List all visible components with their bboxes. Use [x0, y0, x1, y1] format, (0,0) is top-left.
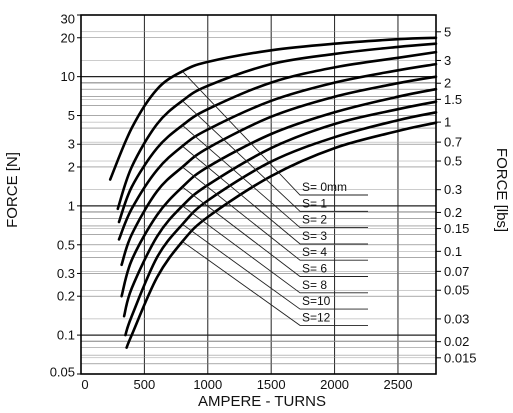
series-line-5: [120, 87, 438, 298]
series-line-3: [117, 62, 438, 241]
y-tick-label-right-3: 1.5: [444, 92, 462, 107]
y-tick-label-right-4: 1: [444, 115, 451, 130]
series-leader-5: [182, 186, 368, 277]
series-label-0: S= 0mm: [302, 180, 347, 194]
y-tick-label-right-9: 0.15: [444, 221, 469, 236]
y-tick-label-right-7: 0.3: [444, 182, 462, 197]
x-tick-label-0: 0: [81, 377, 88, 392]
series-leader-8: [182, 241, 368, 326]
series-leader-3: [182, 145, 368, 245]
series-line-1: [116, 42, 438, 211]
x-tick-label-3: 1500: [257, 377, 286, 392]
series-label-5: S= 6: [302, 262, 327, 276]
y-tick-label-right-13: 0.03: [444, 311, 469, 326]
series-leader-1: [182, 100, 368, 212]
y-tick-label-right-1: 3: [444, 53, 451, 68]
series-leader-2: [182, 124, 368, 229]
y-tick-label-left-11: 0.05: [50, 365, 75, 380]
y-tick-labels-left: 30 20 10 5 3 2 1 0.5 0.3 0.2 0.1 0.05: [50, 12, 81, 380]
y-tick-label-right-8: 0.2: [444, 205, 462, 220]
y-axis-title-left: FORCE [N]: [4, 152, 21, 228]
series-label-1: S= 1: [302, 196, 327, 210]
y-tick-label-left-6: 1: [68, 198, 75, 213]
x-tick-label-2: 1000: [193, 377, 222, 392]
y-tick-label-right-5: 0.7: [444, 135, 462, 150]
x-tick-label-1: 500: [134, 377, 156, 392]
series-label-7: S=10: [302, 294, 331, 308]
y-tick-label-right-2: 2: [444, 76, 451, 91]
series-label-4: S= 4: [302, 245, 327, 259]
plot-frame: [80, 14, 437, 375]
plot-border: [80, 14, 437, 375]
y-tick-label-right-6: 0.5: [444, 154, 462, 169]
y-tick-label-left-10: 0.1: [57, 328, 75, 343]
series-label-2: S= 2: [302, 213, 327, 227]
y-tick-label-left-7: 0.5: [57, 237, 75, 252]
y-tick-label-left-2: 10: [61, 69, 75, 84]
series-line-7: [124, 111, 438, 337]
series-line-2: [117, 50, 438, 224]
y-tick-label-right-11: 0.07: [444, 264, 469, 279]
y-tick-label-right-15: 0.015: [444, 350, 477, 365]
x-tick-label-4: 2000: [320, 377, 349, 392]
y-axis-title-right: FORCE [lbs]: [493, 148, 510, 232]
y-tick-label-right-10: 0.1: [444, 244, 462, 259]
y-tick-labels-right: 5 3 21.5 1 0.7 0.5 0.3 0.20.15 0.1 0.07 0.05 0.03 0.…: [436, 24, 477, 365]
series-line-6: [122, 100, 438, 318]
y-tick-label-left-4: 3: [68, 137, 75, 152]
series-label-3: S= 3: [302, 229, 327, 243]
label-leaders: [182, 70, 368, 326]
y-tick-label-left-5: 2: [68, 159, 75, 174]
y-tick-label-right-12: 0.05: [444, 283, 469, 298]
x-axis-title: AMPERE - TURNS: [198, 393, 326, 410]
y-tick-label-left-1: 20: [61, 30, 75, 45]
y-tick-label-left-0: 30: [61, 12, 75, 27]
y-tick-label-left-9: 0.2: [57, 289, 75, 304]
x-tick-labels: 0 500 1000 1500 2000 2500: [81, 377, 412, 392]
series-leader-6: [182, 205, 368, 294]
series-line-4: [120, 75, 438, 267]
y-tick-label-left-8: 0.3: [57, 266, 75, 281]
series-label-6: S= 8: [302, 278, 327, 292]
series-label-8: S=12: [302, 310, 331, 324]
x-tick-label-5: 2500: [384, 377, 413, 392]
series-leader-7: [182, 223, 368, 310]
y-tick-label-right-14: 0.02: [444, 334, 469, 349]
series-line-8: [125, 121, 438, 349]
curves: [108, 36, 438, 349]
y-tick-label-right-0: 5: [444, 24, 451, 39]
y-tick-label-left-3: 5: [68, 108, 75, 123]
series-labels: S= 0mm S= 1 S= 2 S= 3 S= 4 S= 6 S= 8 S=10 S=12: [302, 180, 347, 324]
series-line-0: [108, 36, 438, 181]
series-leader-0: [182, 70, 368, 196]
series-leader-4: [182, 166, 368, 261]
